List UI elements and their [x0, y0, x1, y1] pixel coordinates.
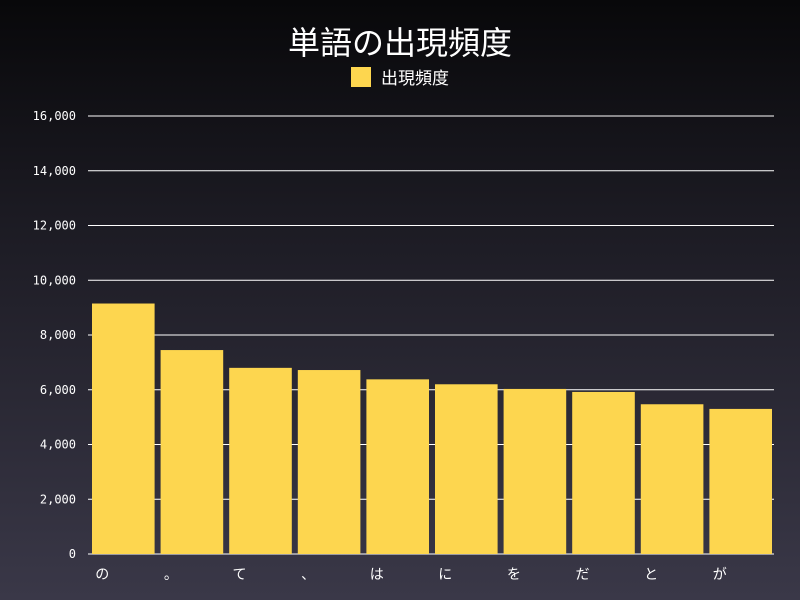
x-category-label: と: [644, 567, 658, 583]
bar: [709, 408, 772, 554]
x-category-label: て: [233, 567, 247, 583]
y-tick-label: 12,000: [33, 219, 76, 233]
bar: [435, 384, 498, 554]
chart-title: 単語の出現頻度: [287, 24, 512, 62]
y-tick-label: 0: [69, 547, 76, 561]
legend-label: 出現頻度: [381, 69, 449, 89]
x-category-label: だ: [576, 567, 590, 583]
y-tick-label: 2,000: [40, 492, 76, 506]
bar: [160, 350, 224, 554]
x-category-label: 。: [164, 567, 178, 583]
x-category-label: の: [95, 567, 109, 583]
x-category-labels: の 。 て 、 は に を だ と が: [95, 567, 726, 583]
y-tick-label: 14,000: [33, 164, 76, 178]
legend: 出現頻度: [0, 64, 800, 89]
y-tick-label: 10,000: [33, 273, 76, 287]
bar: [572, 391, 635, 554]
bar: [366, 379, 429, 554]
x-category-label: に: [438, 567, 452, 583]
bar: [229, 367, 292, 554]
bar: [92, 303, 155, 554]
legend-swatch: [351, 66, 371, 87]
y-tick-label: 16,000: [33, 109, 76, 123]
bars: [92, 303, 772, 554]
x-category-label: 、: [301, 567, 315, 583]
bar: [640, 404, 704, 554]
x-category-label: が: [713, 567, 727, 583]
x-category-label: は: [370, 567, 384, 583]
bar: [297, 370, 361, 554]
bar: [503, 388, 567, 554]
x-category-label: を: [507, 567, 521, 583]
y-tick-labels: 0 2,000 4,000 6,000 8,000 10,000 12,000 14,000 1…: [33, 109, 76, 561]
y-tick-label: 8,000: [40, 328, 76, 342]
y-tick-label: 4,000: [40, 438, 76, 452]
y-tick-label: 6,000: [40, 383, 76, 397]
